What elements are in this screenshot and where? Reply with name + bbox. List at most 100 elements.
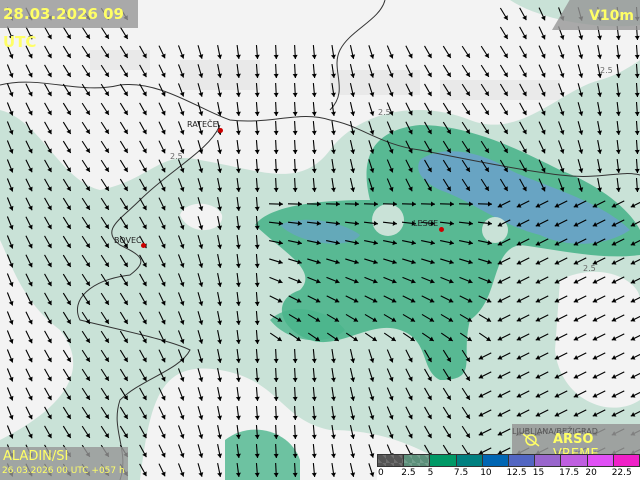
wind-arrow (630, 410, 640, 417)
wind-arrow (349, 178, 356, 192)
wind-arrow (554, 200, 568, 208)
wind-arrow (158, 121, 166, 135)
wind-arrow (44, 349, 52, 363)
wind-arrow (461, 45, 471, 59)
wind-arrow (81, 368, 91, 382)
arso-logo-icon (522, 433, 540, 447)
wind-arrow (611, 238, 625, 246)
legend-ticks: 0 2.5 5 7.5 10 12.5 15 17.5 20 22.5 (377, 467, 640, 480)
wind-arrow (177, 45, 185, 59)
wind-arrow (44, 406, 52, 420)
wind-arrow (6, 64, 14, 78)
wind-arrow (6, 292, 14, 306)
wind-arrow (499, 64, 509, 78)
wind-arrow (405, 45, 413, 59)
wind-arrow (273, 348, 279, 364)
wind-arrow (177, 406, 185, 420)
wind-arrow (325, 220, 341, 226)
wind-arrow (477, 201, 493, 207)
wind-arrow (44, 216, 52, 230)
wind-arrow (386, 121, 394, 135)
wind-arrow (597, 64, 603, 78)
wind-arrow (217, 83, 223, 97)
wind-arrow (405, 64, 413, 78)
wind-arrow (292, 462, 298, 478)
wind-arrow (516, 238, 530, 246)
wind-arrow (139, 102, 147, 116)
wind-arrow (386, 406, 394, 420)
wind-arrow (538, 140, 546, 154)
wind-arrow (44, 254, 52, 268)
wind-arrow (235, 348, 241, 364)
wind-arrow (273, 405, 279, 421)
wind-arrow (383, 276, 397, 284)
wind-arrow (292, 348, 298, 364)
wind-arrow (326, 258, 340, 265)
wind-arrow (440, 332, 454, 342)
wind-arrow (577, 64, 584, 78)
wind-arrow (81, 178, 91, 192)
wind-arrow (516, 200, 530, 208)
wind-arrow (158, 330, 166, 344)
wind-arrow (577, 140, 584, 154)
wind-arrow (573, 295, 587, 303)
wind-arrow (235, 272, 241, 288)
wind-arrow (139, 83, 147, 97)
wind-arrow (458, 220, 474, 226)
wind-arrow (497, 257, 511, 265)
wind-arrow (634, 177, 640, 193)
wind-arrow (311, 158, 317, 174)
wind-arrow (217, 178, 223, 192)
station-dot[interactable] (218, 128, 223, 133)
wind-arrow (499, 102, 509, 116)
wind-arrow (478, 332, 492, 342)
wind-arrow (368, 102, 375, 116)
wind-arrow (119, 45, 129, 59)
wind-arrow (177, 64, 185, 78)
wind-arrow (139, 349, 147, 363)
wind-arrow (611, 219, 625, 227)
legend-tick-label: 10 (480, 468, 492, 478)
wind-arrow (459, 295, 473, 303)
wind-arrow (516, 314, 530, 322)
wind-arrow (139, 64, 147, 78)
wind-arrow (254, 234, 260, 250)
wind-arrow (554, 371, 568, 379)
wind-arrow (62, 64, 72, 78)
wind-arrow (235, 253, 241, 269)
wind-arrow (442, 425, 452, 439)
wind-arrow (535, 200, 549, 208)
wind-arrow (592, 238, 606, 246)
wind-arrow (611, 276, 625, 284)
wind-arrow (254, 462, 260, 478)
wind-arrow (158, 425, 166, 439)
wind-arrow (497, 371, 511, 379)
wind-arrow (62, 254, 72, 268)
wind-arrow (535, 219, 549, 227)
wind-arrow (235, 443, 241, 459)
wind-arrow (273, 139, 279, 155)
wind-arrow (519, 178, 527, 192)
wind-arrow (177, 273, 185, 287)
wind-arrow (368, 121, 375, 135)
wind-arrow (269, 240, 283, 246)
wind-arrow (288, 295, 302, 303)
station-dot[interactable] (439, 227, 444, 232)
calm-area (180, 203, 223, 231)
wind-arrow (554, 409, 568, 417)
wind-arrow (311, 367, 317, 383)
wind-arrow (349, 121, 356, 135)
wind-arrow (158, 406, 166, 420)
wind-arrow (383, 240, 397, 246)
wind-arrow (81, 102, 91, 116)
station-dot[interactable] (141, 243, 146, 248)
station-label-overlay: LJUBLJANA/BEŽIGRAD (512, 427, 598, 436)
wind-arrow (461, 83, 471, 97)
wind-arrow (386, 64, 394, 78)
wind-arrow (349, 368, 356, 382)
wind-arrow (307, 240, 321, 246)
wind-arrow (573, 219, 587, 227)
wind-arrow (6, 368, 14, 382)
wind-arrow (478, 313, 492, 323)
wind-arrow (421, 332, 435, 342)
